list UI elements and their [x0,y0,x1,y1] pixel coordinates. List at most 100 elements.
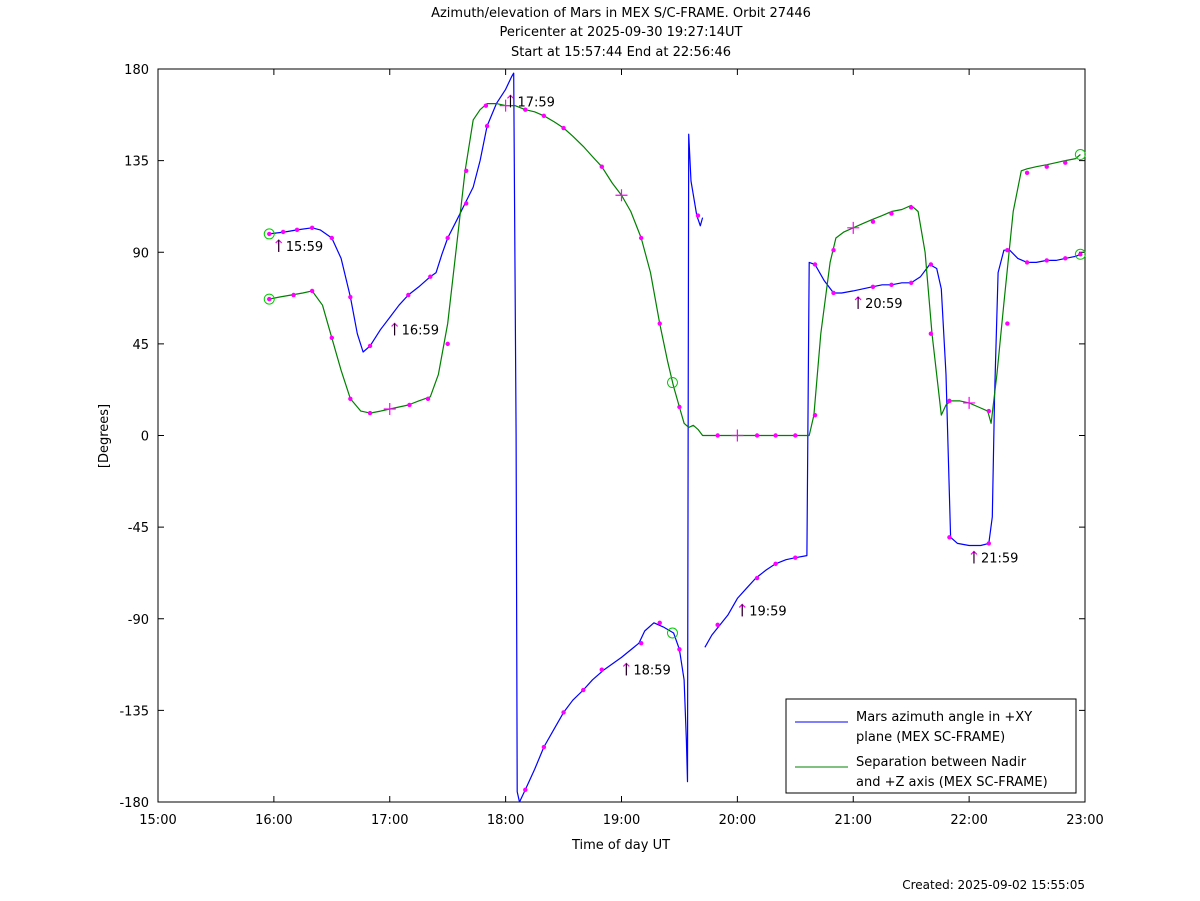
data-point [1005,248,1010,253]
data-point [754,575,760,581]
hour-plus-marker [731,429,744,442]
data-point [812,262,818,267]
data-point [599,164,605,169]
hour-plus-marker [499,99,512,112]
data-point [793,555,798,560]
data-point [445,341,450,347]
hour-marker-label: 16:59 [402,323,439,338]
hour-marker-label: 20:59 [865,297,902,312]
x-tick-label: 22:00 [950,813,987,828]
legend-label-azimuth-line-1: Mars azimuth angle in +XY [856,710,1032,725]
data-point [280,229,286,235]
endpoint-circle-marker [1074,248,1086,260]
data-point [1063,160,1068,165]
endpoint-circle-marker [666,627,678,639]
data-point [889,282,894,288]
data-point [541,744,547,750]
data-point [464,168,469,174]
y-axis-label: [Degrees] [97,404,112,468]
data-point [928,262,934,267]
title-line-2: Pericenter at 2025-09-30 19:27:14UT [499,25,742,40]
data-point [947,535,952,540]
hour-marker-label: 15:59 [286,240,323,255]
data-point [291,292,296,298]
data-point [773,433,778,438]
y-tick-label: 180 [124,63,149,78]
data-point [677,404,682,410]
data-point [1024,260,1030,265]
data-markers [263,99,1086,792]
chart-title: Azimuth/elevation of Mars in MEX S/C-FRA… [431,6,811,60]
hour-plus-marker [847,221,860,234]
data-point [464,201,469,206]
data-point [309,288,315,294]
y-tick-label: 0 [141,430,149,445]
data-point [329,235,335,241]
legend-label-separation-line-2: and +Z axis (MEX SC-FRAME) [856,775,1048,790]
data-point [986,541,992,546]
data-point [870,284,876,290]
x-tick-label: 23:00 [1066,813,1103,828]
data-point [657,620,662,626]
data-point [754,433,760,438]
legend-label-azimuth-line-2: plane (MEX SC-FRAME) [856,730,1005,745]
data-point [889,211,894,216]
data-point [638,640,644,646]
title-line-1: Azimuth/elevation of Mars in MEX S/C-FRA… [431,6,811,21]
axis-ticks [157,68,1086,803]
data-point [523,787,528,792]
data-point [928,331,934,336]
data-point [831,290,836,296]
hour-markers: 15:59 16:59 17:59 18:59 19:59 20:59 21:59 [275,94,1018,678]
data-point [599,667,605,672]
data-point [812,412,818,418]
data-point [908,205,914,210]
data-point [1063,256,1068,261]
y-tick-label: 45 [132,338,149,353]
data-point [541,113,547,119]
x-tick-label: 19:00 [603,813,640,828]
data-point [329,335,335,340]
hour-marker-label: 17:59 [517,95,554,110]
data-point [715,433,720,438]
hour-marker-label: 18:59 [633,663,670,678]
data-point [1005,321,1010,326]
y-tick-label: 90 [132,246,149,261]
data-point [484,123,490,129]
data-point [561,125,566,131]
x-tick-label: 18:00 [487,813,524,828]
data-point [483,103,489,108]
data-point [638,235,644,241]
data-point [445,235,450,241]
series-lines [269,72,1081,803]
hour-plus-marker [963,396,976,409]
data-point [425,396,431,402]
x-tick-label: 17:00 [371,813,408,828]
legend: Mars azimuth angle in +XY plane (MEX SC-… [785,698,1077,794]
endpoint-circle-marker [1074,149,1086,161]
data-point [831,248,836,253]
data-point [695,213,701,218]
data-point [947,398,952,404]
x-tick-label: 15:00 [139,813,176,828]
data-point [657,321,662,326]
title-line-3: Start at 15:57:44 End at 22:56:46 [511,45,731,60]
data-point [677,647,682,652]
data-point [267,296,272,302]
data-point [523,107,528,112]
data-point [773,561,778,566]
data-point [367,343,373,349]
data-point [407,402,412,408]
data-point [561,710,566,715]
data-point [908,280,914,285]
y-tick-label: -45 [128,521,149,536]
y-tick-label: -135 [119,704,149,719]
endpoint-circle-marker [666,377,678,389]
data-point [870,219,876,224]
data-point [309,225,315,231]
hour-marker-label: 21:59 [981,551,1018,566]
data-point [428,274,433,279]
data-point [367,410,373,416]
series-line-separation-seg-0 [269,102,1081,437]
